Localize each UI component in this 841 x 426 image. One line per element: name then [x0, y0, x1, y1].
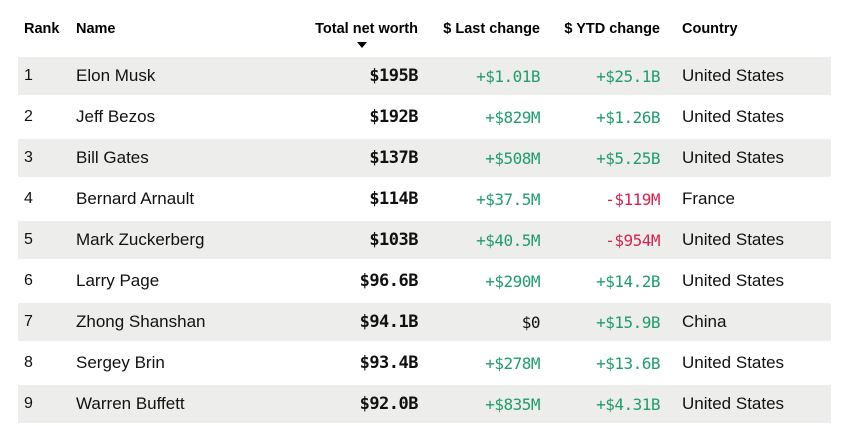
table-row[interactable]: 5 Mark Zuckerberg $103B +$40.5M -$954M U…: [18, 221, 831, 259]
rank-cell: 7: [24, 313, 33, 330]
country-cell: United States: [682, 353, 785, 372]
country-cell: France: [682, 189, 735, 208]
rank-cell: 6: [24, 272, 33, 289]
table-row[interactable]: 6 Larry Page $96.6B +$290M +$14.2B Unite…: [18, 262, 831, 300]
ytd-change-cell: +$1.26B: [596, 107, 660, 127]
rank-cell: 5: [24, 231, 33, 248]
last-change-cell: +$508M: [485, 148, 540, 168]
column-header-net-worth[interactable]: Total net worth: [306, 21, 418, 48]
ytd-change-cell: -$954M: [605, 230, 660, 250]
ytd-change-cell: -$119M: [605, 189, 660, 209]
net-worth-cell: $195B: [369, 66, 418, 86]
table-row[interactable]: 1 Elon Musk $195B +$1.01B +$25.1B United…: [18, 57, 831, 95]
country-cell: United States: [682, 66, 785, 85]
name-cell[interactable]: Jeff Bezos: [76, 107, 156, 126]
country-cell: United States: [682, 271, 785, 290]
country-cell: China: [682, 312, 727, 331]
table-row[interactable]: 2 Jeff Bezos $192B +$829M +$1.26B United…: [18, 98, 831, 136]
name-cell[interactable]: Sergey Brin: [76, 353, 165, 372]
name-cell[interactable]: Bernard Arnault: [76, 189, 195, 208]
last-change-cell: +$40.5M: [476, 230, 540, 250]
column-header-country[interactable]: Country: [682, 21, 738, 37]
rank-cell: 1: [24, 67, 33, 84]
name-cell[interactable]: Mark Zuckerberg: [76, 230, 205, 249]
net-worth-cell: $93.4B: [359, 353, 418, 373]
ytd-change-cell: +$5.25B: [596, 148, 660, 168]
last-change-cell: +$835M: [485, 394, 540, 414]
table-body: 1 Elon Musk $195B +$1.01B +$25.1B United…: [18, 57, 831, 423]
name-cell[interactable]: Zhong Shanshan: [76, 312, 206, 331]
column-header-ytd-change[interactable]: $ YTD change: [564, 21, 660, 37]
net-worth-cell: $114B: [369, 189, 418, 209]
net-worth-cell: $103B: [369, 230, 418, 250]
last-change-cell: +$37.5M: [476, 189, 540, 209]
column-header-name[interactable]: Name: [76, 21, 116, 37]
country-cell: United States: [682, 230, 785, 249]
country-cell: United States: [682, 394, 785, 413]
name-cell[interactable]: Bill Gates: [76, 148, 149, 167]
table-row[interactable]: 8 Sergey Brin $93.4B +$278M +$13.6B Unit…: [18, 344, 831, 382]
country-cell: United States: [682, 148, 785, 167]
table-header-row: Rank Name Total net worth $ Last change …: [18, 0, 831, 57]
table-row[interactable]: 7 Zhong Shanshan $94.1B $0 +$15.9B China: [18, 303, 831, 341]
sort-desc-icon[interactable]: [357, 42, 367, 48]
column-header-rank[interactable]: Rank: [24, 21, 60, 37]
column-header-last-change[interactable]: $ Last change: [443, 21, 540, 37]
rank-cell: 4: [24, 190, 33, 207]
net-worth-cell: $94.1B: [359, 312, 418, 332]
table-row[interactable]: 4 Bernard Arnault $114B +$37.5M -$119M F…: [18, 180, 831, 218]
last-change-cell: $0: [521, 312, 540, 332]
billionaires-ranking-table: Rank Name Total net worth $ Last change …: [18, 0, 831, 426]
last-change-cell: +$829M: [485, 107, 540, 127]
table-row[interactable]: 9 Warren Buffett $92.0B +$835M +$4.31B U…: [18, 385, 831, 423]
ytd-change-cell: +$25.1B: [596, 66, 660, 86]
country-cell: United States: [682, 107, 785, 126]
rank-cell: 9: [24, 395, 33, 412]
net-worth-cell: $137B: [369, 148, 418, 168]
rank-cell: 2: [24, 108, 33, 125]
table-row[interactable]: 3 Bill Gates $137B +$508M +$5.25B United…: [18, 139, 831, 177]
last-change-cell: +$1.01B: [476, 66, 540, 86]
ytd-change-cell: +$4.31B: [596, 394, 660, 414]
ytd-change-cell: +$13.6B: [596, 353, 660, 373]
rank-cell: 8: [24, 354, 33, 371]
name-cell[interactable]: Elon Musk: [76, 66, 156, 85]
net-worth-cell: $96.6B: [359, 271, 418, 291]
column-header-net-worth-label: Total net worth: [315, 21, 418, 37]
name-cell[interactable]: Warren Buffett: [76, 394, 185, 413]
name-cell[interactable]: Larry Page: [76, 271, 160, 290]
net-worth-cell: $92.0B: [359, 394, 418, 414]
last-change-cell: +$290M: [485, 271, 540, 291]
ytd-change-cell: +$15.9B: [596, 312, 660, 332]
net-worth-cell: $192B: [369, 107, 418, 127]
rank-cell: 3: [24, 149, 33, 166]
last-change-cell: +$278M: [485, 353, 540, 373]
ytd-change-cell: +$14.2B: [596, 271, 660, 291]
